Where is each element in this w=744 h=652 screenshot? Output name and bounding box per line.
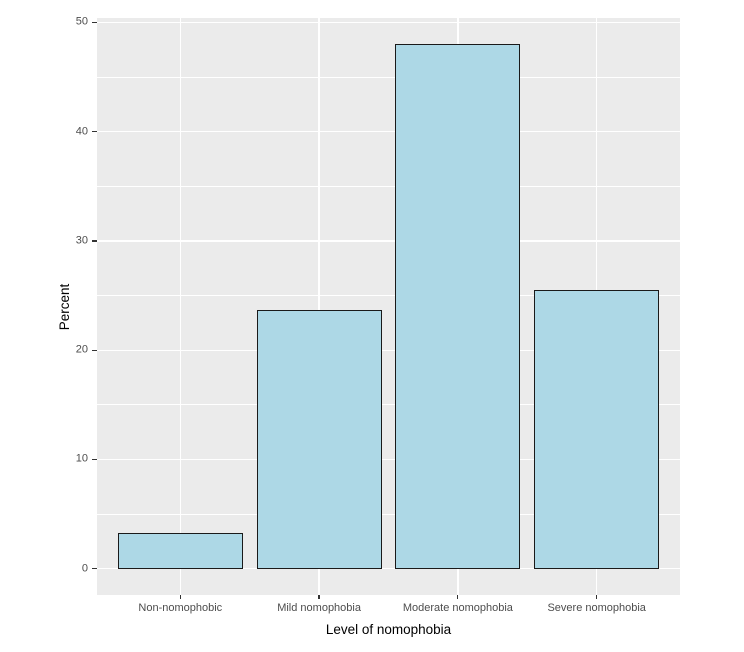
y-axis-tick <box>92 131 97 133</box>
gridline-minor <box>97 76 680 78</box>
y-axis-tick <box>92 240 97 242</box>
x-tick-label: Moderate nomophobia <box>402 602 513 614</box>
y-tick-label: 0 <box>81 562 88 575</box>
x-axis-tick <box>457 595 459 599</box>
y-tick-label: 10 <box>75 452 88 465</box>
y-tick-label: 30 <box>75 234 88 247</box>
gridline-major <box>97 131 680 133</box>
gridline-minor <box>97 513 680 515</box>
x-axis-tick <box>179 595 181 599</box>
gridline-minor <box>97 185 680 187</box>
x-tick-label: Severe nomophobia <box>547 602 646 614</box>
bar-3 <box>395 44 521 569</box>
gridline-minor <box>97 295 680 296</box>
y-axis-title: Percent <box>57 283 72 330</box>
y-axis-tick <box>92 21 97 23</box>
bar-2 <box>256 309 382 569</box>
y-axis-tick <box>92 568 97 570</box>
gridline-major-vertical <box>318 18 320 595</box>
y-tick-label: 20 <box>75 343 88 356</box>
x-tick-label: Mild nomophobia <box>277 602 361 614</box>
y-tick-label: 50 <box>75 15 88 28</box>
bar-4 <box>534 290 660 569</box>
gridline-major <box>97 458 680 461</box>
gridline-major <box>97 349 680 351</box>
gridline-minor <box>97 404 680 406</box>
gridline-major <box>97 21 680 24</box>
x-axis-tick <box>596 595 598 599</box>
y-axis-tick <box>92 349 97 351</box>
gridline-major-vertical <box>179 18 181 595</box>
y-tick-label: 40 <box>75 125 88 138</box>
x-axis-tick <box>318 595 320 599</box>
x-tick-label: Non-nomophobic <box>138 602 223 614</box>
bar-1 <box>117 532 243 569</box>
gridline-major <box>97 240 680 242</box>
x-axis-title: Level of nomophobia <box>325 622 452 637</box>
gridline-major <box>97 568 680 570</box>
y-axis-tick <box>92 458 97 461</box>
plot-panel <box>97 18 680 595</box>
